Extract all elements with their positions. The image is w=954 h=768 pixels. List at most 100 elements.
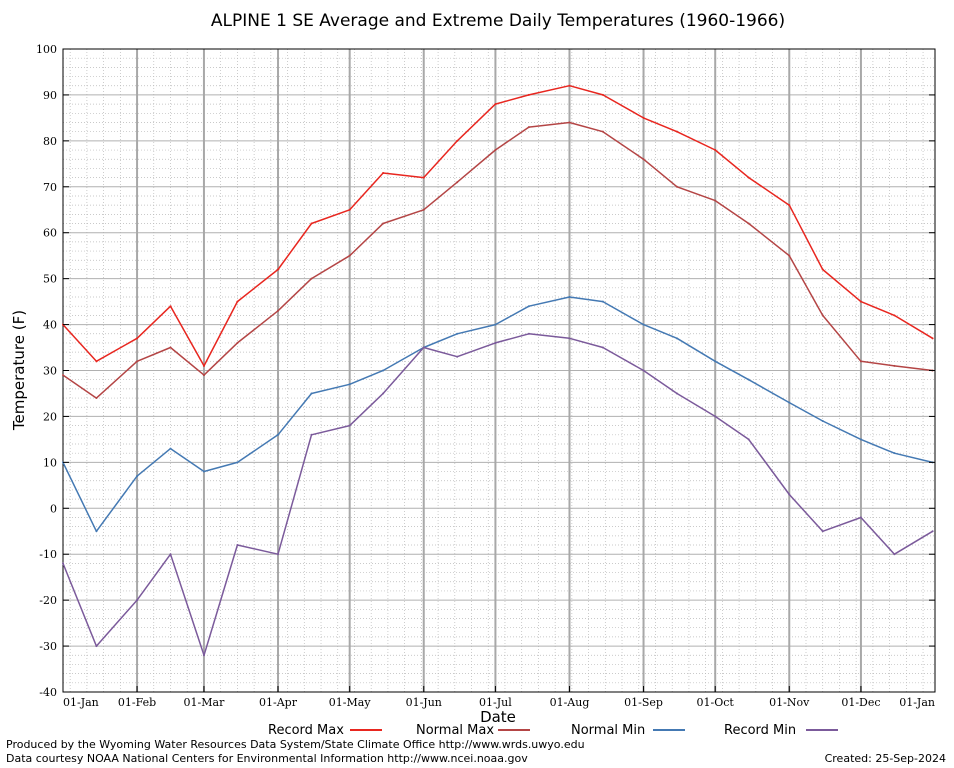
series-point-2 (821, 420, 824, 423)
y-axis-label: Temperature (F) (10, 310, 28, 431)
series-point-1 (236, 341, 239, 344)
x-tick-label: 01-May (329, 696, 372, 709)
series-point-2 (494, 323, 497, 326)
y-tick-label: 100 (36, 43, 57, 56)
series-point-1 (169, 346, 172, 349)
footer-data-courtesy: Data courtesy NOAA National Centers for … (6, 752, 528, 765)
series-point-2 (169, 447, 172, 450)
series-point-3 (95, 645, 98, 648)
x-tick-label: 01-Sep (624, 696, 663, 709)
series-point-0 (202, 364, 205, 367)
x-tick-label: 01-Jun (406, 696, 442, 709)
y-tick-label: 30 (43, 365, 57, 378)
series-point-0 (95, 360, 98, 363)
series-point-2 (136, 475, 139, 478)
y-tick-label: 50 (43, 273, 57, 286)
series-point-3 (62, 562, 64, 565)
series-point-3 (456, 355, 459, 358)
x-tick-label: 01-Mar (184, 696, 226, 709)
y-tick-label: 40 (43, 319, 57, 332)
series-point-3 (788, 493, 791, 496)
series-point-3 (642, 369, 645, 372)
series-point-3 (422, 346, 425, 349)
series-point-0 (893, 314, 896, 317)
x-axis-label: Date (480, 708, 516, 726)
series-point-0 (747, 176, 750, 179)
series-point-3 (348, 424, 351, 427)
series-point-1 (821, 314, 824, 317)
series-point-0 (821, 268, 824, 271)
legend-label: Record Max (268, 723, 344, 738)
series-point-2 (568, 296, 571, 299)
series-point-1 (714, 199, 717, 202)
series-point-3 (277, 553, 280, 556)
series-point-0 (310, 222, 313, 225)
series-point-3 (236, 544, 239, 547)
series-point-2 (236, 461, 239, 464)
series-point-2 (788, 401, 791, 404)
series-point-2 (642, 323, 645, 326)
series-point-0 (642, 116, 645, 119)
series-point-1 (494, 149, 497, 152)
series-point-1 (348, 254, 351, 257)
series-point-3 (714, 415, 717, 418)
y-tick-label: -30 (39, 640, 57, 653)
series-point-1 (422, 208, 425, 211)
series-point-0 (236, 300, 239, 303)
series-point-2 (601, 300, 604, 303)
series-point-1 (601, 130, 604, 133)
series-point-1 (382, 222, 385, 225)
series-point-3 (527, 332, 530, 335)
x-tick-label: 01-Oct (697, 696, 735, 709)
series-point-3 (310, 433, 313, 436)
series-point-0 (277, 268, 280, 271)
series-point-0 (169, 305, 172, 308)
series-point-1 (95, 397, 98, 400)
y-tick-label: 90 (43, 89, 57, 102)
series-point-1 (675, 185, 678, 188)
series-point-2 (202, 470, 205, 473)
x-tick-label: 01-Jul (479, 696, 512, 709)
series-point-0 (675, 130, 678, 133)
series-point-3 (893, 553, 896, 556)
footer-created: Created: 25-Sep-2024 (824, 752, 946, 765)
series-point-3 (859, 516, 862, 519)
series-point-0 (568, 84, 571, 87)
x-tick-label: 01-Dec (841, 696, 880, 709)
series-point-3 (931, 530, 934, 533)
series-point-1 (642, 158, 645, 161)
series-layer (62, 84, 934, 657)
x-axis-ticks: 01-Jan 01-Feb 01-Mar 01-Apr 01-May 01-Jun 01-J… (62, 686, 936, 709)
y-tick-label: 10 (43, 456, 57, 469)
x-tick-label: 01-Nov (769, 696, 810, 709)
series-point-2 (310, 392, 313, 395)
legend-label: Normal Min (571, 723, 645, 738)
footer-produced-by: Produced by the Wyoming Water Resources … (6, 738, 585, 751)
series-point-3 (169, 553, 172, 556)
series-point-3 (821, 530, 824, 533)
series-point-1 (893, 364, 896, 367)
series-point-3 (601, 346, 604, 349)
series-point-2 (859, 438, 862, 441)
y-tick-label: -10 (39, 548, 57, 561)
series-point-1 (747, 222, 750, 225)
series-point-2 (277, 433, 280, 436)
series-point-1 (62, 374, 64, 377)
y-tick-label: -40 (39, 686, 57, 699)
series-point-0 (348, 208, 351, 211)
x-tick-label: 01-Feb (118, 696, 156, 709)
series-point-2 (348, 383, 351, 386)
series-point-1 (202, 374, 205, 377)
series-point-0 (422, 176, 425, 179)
series-point-1 (527, 126, 530, 129)
series-point-3 (747, 438, 750, 441)
series-point-0 (456, 139, 459, 142)
series-point-1 (136, 360, 139, 363)
series-point-0 (382, 172, 385, 175)
series-point-0 (527, 93, 530, 96)
series-point-0 (931, 337, 934, 340)
y-tick-label: 70 (43, 181, 57, 194)
legend-label: Record Min (724, 723, 796, 738)
